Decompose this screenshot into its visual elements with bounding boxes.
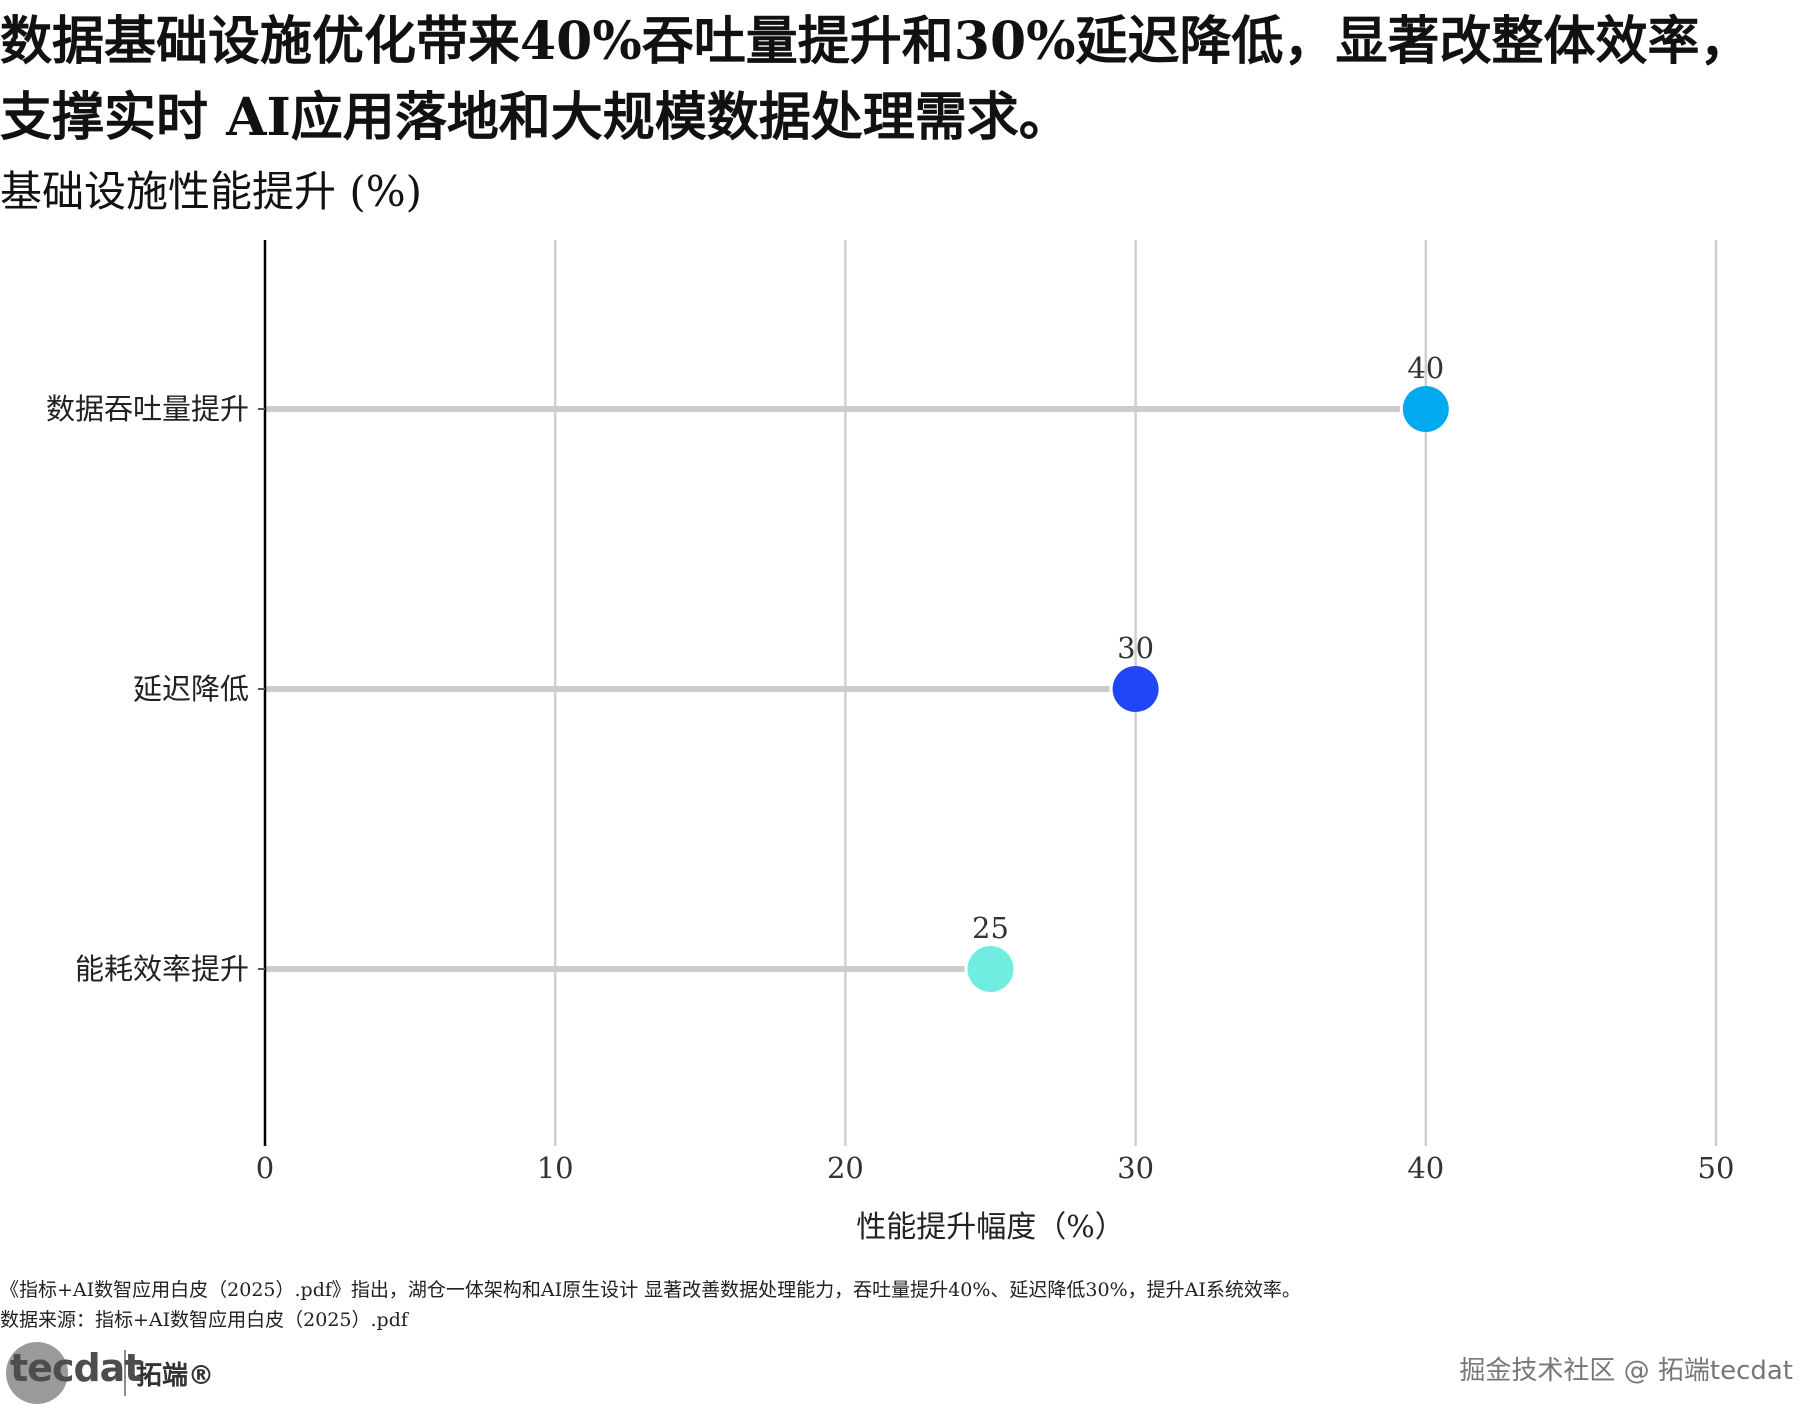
x-tick-labels: 0 10 20 30 40 50 — [256, 1151, 1735, 1185]
x-tick-label-0: 0 — [256, 1151, 274, 1185]
logo-circle — [6, 1342, 68, 1404]
logo-divider — [124, 1350, 126, 1396]
stems — [265, 406, 1400, 972]
y-tick-label-0: 数据吞吐量提升 — [46, 392, 249, 426]
source-note: 数据来源：指标+AI数智应用白皮（2025）.pdf — [0, 1309, 408, 1331]
y-tick-label-1: 延迟降低 — [133, 672, 249, 706]
data-point-1 — [1112, 666, 1159, 712]
caption: 《指标+AI数智应用白皮（2025）.pdf》指出，湖仓一体架构和AI原生设计 … — [0, 1279, 1301, 1301]
x-tick-label-1: 10 — [537, 1151, 574, 1185]
x-tick-label-2: 20 — [827, 1151, 864, 1185]
data-point-0 — [1402, 386, 1449, 432]
logo-word: tecdat — [10, 1346, 142, 1390]
x-tick-label-5: 50 — [1698, 1151, 1735, 1185]
chart-title: 数据基础设施优化带来40%吞吐量提升和30%延迟降低，显著改整体效率， 支撑实时… — [0, 11, 1752, 148]
logo-cn-name: 拓端® — [136, 1360, 215, 1391]
watermark: 掘金技术社区 @ 拓端tecdat — [1459, 1356, 1793, 1386]
points: 40 30 25 — [967, 351, 1449, 992]
x-tick-label-3: 30 — [1117, 1151, 1154, 1185]
x-axis-label: 性能提升幅度（%） — [856, 1210, 1125, 1245]
data-label-1: 30 — [1117, 631, 1154, 665]
data-point-2 — [967, 946, 1014, 992]
grid-lines — [553, 240, 1718, 1146]
x-tick-label-4: 40 — [1407, 1151, 1444, 1185]
y-tick-label-2: 能耗效率提升 — [75, 952, 249, 986]
chart-subtitle: 基础设施性能提升 (%) — [0, 167, 423, 216]
logo-mark: tecdat — [4, 1340, 142, 1406]
data-label-2: 25 — [972, 911, 1009, 945]
data-label-0: 40 — [1407, 351, 1444, 385]
tecdat-logo: tecdat 拓端® — [4, 1340, 214, 1406]
